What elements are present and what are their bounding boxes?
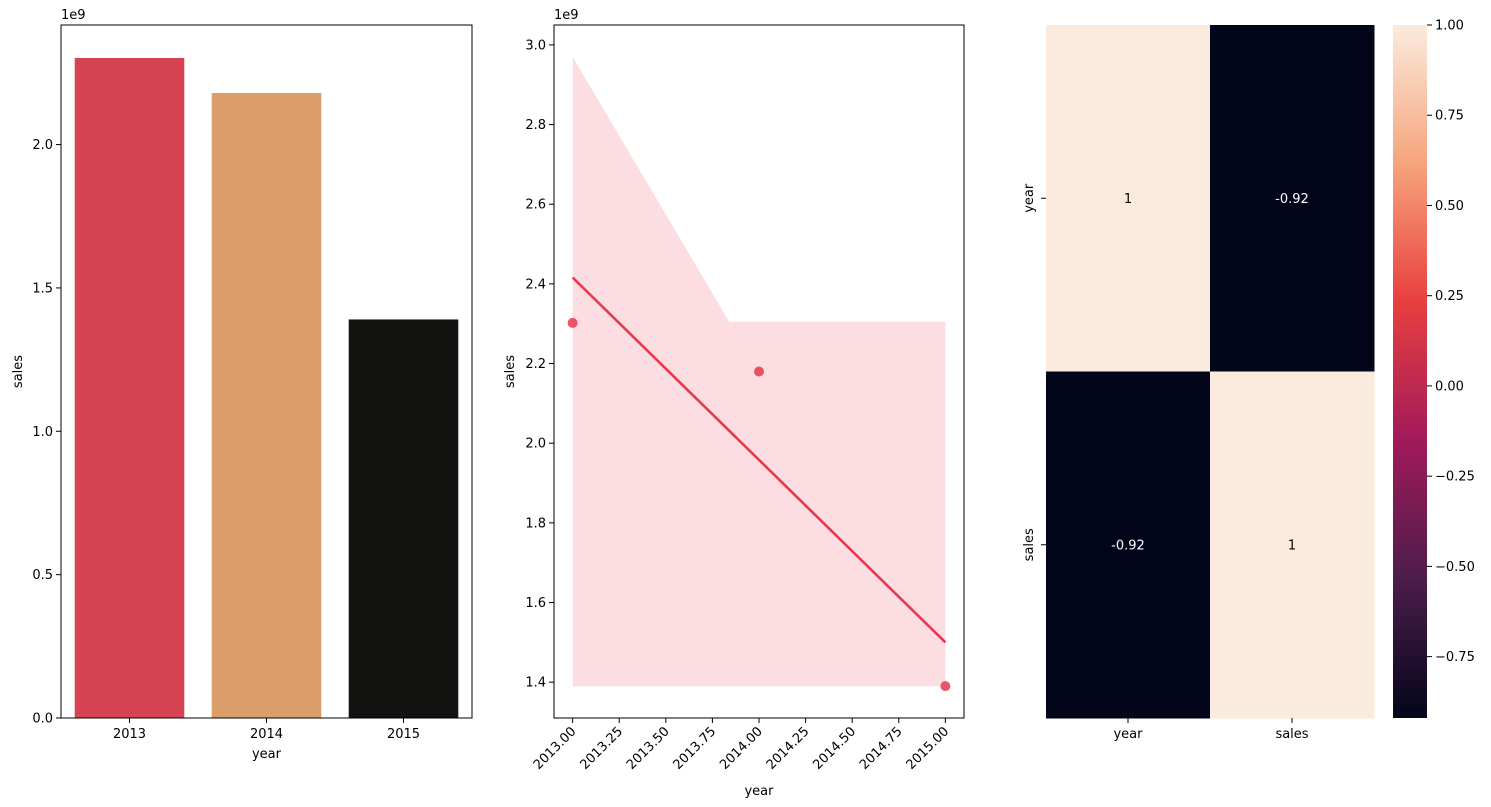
- colorbar-tick-label: 0.75: [1435, 109, 1464, 124]
- bar-y-tick-label: 1.5: [32, 281, 53, 296]
- regression-chart: 1.41.61.82.02.22.42.62.83.0 2013.002013.…: [503, 8, 965, 799]
- bar-x-tick-label: 2014: [250, 727, 283, 742]
- bar-2014: [211, 92, 322, 719]
- regression-y-tick-label: 2.8: [525, 118, 546, 133]
- heatmap-annotation: -0.92: [1275, 192, 1309, 207]
- regression-y-tick-label: 2.0: [525, 437, 546, 452]
- bar-y-tick-label: 0.5: [32, 568, 53, 583]
- heatmap-annotation: 1: [1288, 538, 1296, 553]
- heatmap-x-tick-label: year: [1113, 727, 1143, 742]
- heatmap-cell-sales-sales: [1210, 371, 1375, 719]
- heatmap-x-tick-label: sales: [1275, 727, 1308, 742]
- colorbar-tick-label: 0.50: [1435, 199, 1464, 214]
- colorbar: [1393, 25, 1427, 718]
- heatmap-y-tick-label: sales: [1022, 528, 1037, 561]
- bar-2013: [74, 57, 185, 718]
- regression-x-tick-label: 2014.75: [857, 724, 906, 773]
- regression-y-tick-label: 2.6: [525, 198, 546, 213]
- scatter-point-2015: [940, 681, 951, 692]
- colorbar-tick-label: 0.00: [1435, 379, 1464, 394]
- regression-y-tick-label: 2.4: [525, 277, 546, 292]
- scatter-point-2014: [754, 366, 764, 377]
- regression-y-tick-label: 1.6: [525, 596, 546, 611]
- bar-x-tick-label: 2013: [113, 727, 146, 742]
- bar-2015: [348, 319, 459, 718]
- colorbar-tick-label: 0.25: [1435, 289, 1464, 304]
- bar-chart: 0.0 0.5 1.0 1.5 2.0 2013 2014 2015 1e9 year sa…: [11, 8, 473, 762]
- regression-x-tick-label: 2014.00: [717, 724, 766, 773]
- regression-y-axis-label: sales: [503, 355, 518, 388]
- colorbar-tick-label: 1.00: [1435, 19, 1464, 34]
- heatmap-chart: 1 -0.92 -0.92 1 year sales year sales 1.00 0.75…: [1022, 19, 1475, 743]
- bar-y-tick-label: 2.0: [32, 138, 53, 153]
- regression-line: [571, 276, 947, 644]
- regression-x-tick-label: 2013.00: [531, 724, 580, 773]
- regression-offset-text: 1e9: [554, 8, 579, 23]
- heatmap-annotation: 1: [1124, 192, 1132, 207]
- regression-x-tick-label: 2013.25: [577, 724, 626, 773]
- regression-x-tick-label: 2014.25: [764, 724, 813, 773]
- regression-x-tick-label: 2013.75: [671, 724, 720, 773]
- bar-x-axis-label: year: [252, 747, 282, 762]
- regression-y-tick-label: 3.0: [525, 38, 546, 53]
- bar-offset-text: 1e9: [61, 8, 86, 23]
- regression-y-tick-label: 1.4: [525, 676, 546, 691]
- colorbar-tick-label: −0.75: [1435, 650, 1475, 665]
- scatter-point-2013: [567, 317, 578, 328]
- heatmap-cell-sales-year: [1046, 371, 1211, 719]
- regression-x-tick-label: 2015.00: [904, 724, 953, 773]
- regression-x-tick-label: 2014.50: [810, 724, 859, 773]
- bar-y-tick-label: 1.0: [32, 425, 53, 440]
- heatmap-y-tick-label: year: [1022, 183, 1037, 213]
- regression-y-tick-label: 1.8: [525, 516, 546, 531]
- regression-y-tick-label: 2.2: [525, 357, 546, 372]
- bar-x-tick-label: 2015: [387, 727, 420, 742]
- regression-x-tick-label: 2013.50: [624, 724, 673, 773]
- heatmap-cell-year-sales: [1210, 25, 1375, 372]
- bar-y-tick-label: 0.0: [32, 712, 53, 727]
- colorbar-tick-label: −0.25: [1435, 470, 1475, 485]
- colorbar-tick-label: −0.50: [1435, 560, 1475, 575]
- bar-y-axis-label: sales: [11, 355, 26, 388]
- regression-x-axis-label: year: [744, 784, 774, 799]
- heatmap-annotation: -0.92: [1111, 538, 1145, 553]
- heatmap-cell-year-year: [1046, 25, 1211, 372]
